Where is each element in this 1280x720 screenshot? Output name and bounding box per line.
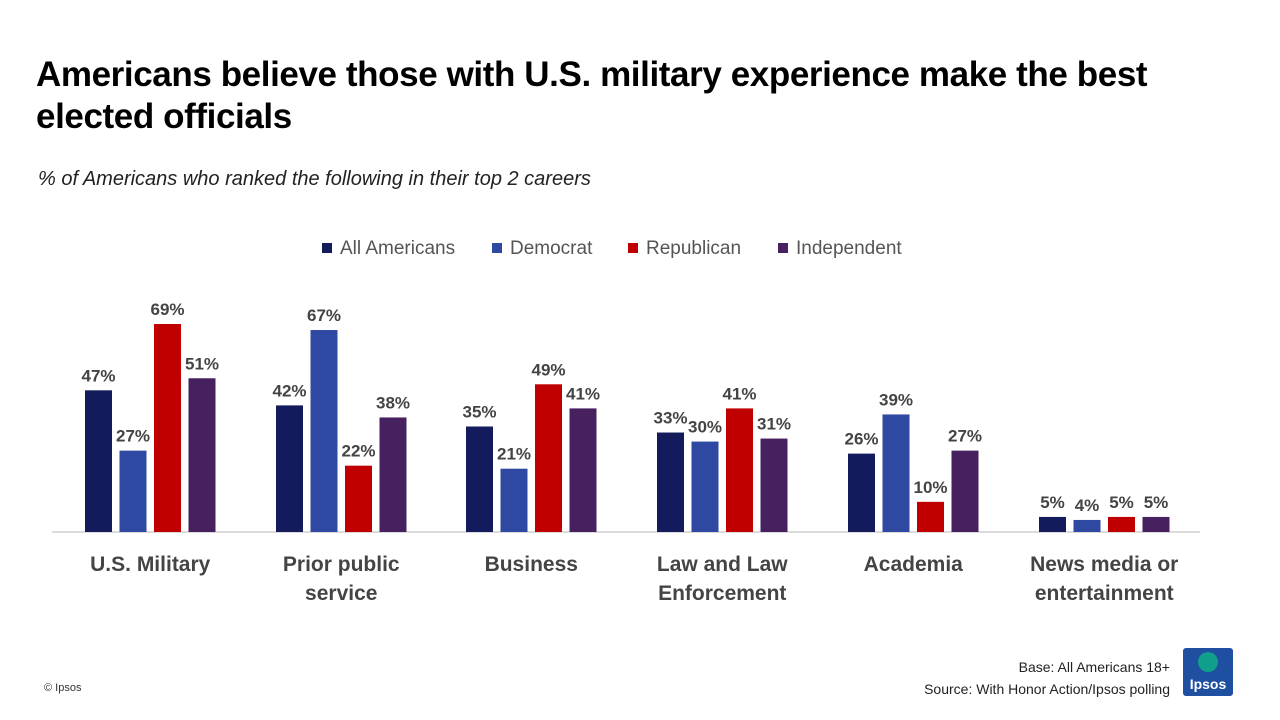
- data-label: 27%: [116, 427, 150, 446]
- data-label: 42%: [272, 381, 306, 400]
- data-label: 26%: [844, 430, 878, 449]
- category-label-line: Law and Law: [657, 553, 788, 576]
- data-label: 5%: [1040, 493, 1065, 512]
- bar: [569, 408, 597, 532]
- bar: [657, 432, 684, 532]
- bar: [379, 417, 407, 532]
- data-label: 35%: [462, 402, 496, 421]
- bar: [1039, 516, 1066, 532]
- data-label: 21%: [497, 445, 531, 464]
- bar: [119, 450, 147, 532]
- bar: [760, 438, 788, 532]
- legend-label: Independent: [796, 238, 902, 259]
- legend-swatch: [322, 243, 332, 253]
- data-label: 69%: [150, 300, 184, 319]
- chart-title: Americans believe those with U.S. milita…: [36, 55, 1148, 136]
- copyright-note: © Ipsos: [44, 682, 82, 694]
- category-label: Business: [485, 553, 578, 576]
- data-label: 4%: [1075, 496, 1100, 515]
- bar: [154, 324, 181, 532]
- category-label-line: News media or: [1030, 553, 1178, 576]
- category-label: News media or entertainment: [1030, 553, 1178, 605]
- category-label-line: Academia: [864, 553, 964, 576]
- data-label: 5%: [1109, 493, 1134, 512]
- legend-label: Republican: [646, 238, 741, 259]
- category-label-line: Business: [485, 553, 578, 576]
- data-label: 10%: [913, 478, 947, 497]
- bar: [917, 501, 944, 532]
- category-label: U.S. Military: [90, 553, 211, 576]
- category-label-line: service: [305, 582, 377, 605]
- chart-subtitle: % of Americans who ranked the following …: [38, 168, 591, 190]
- bar: [466, 426, 493, 532]
- data-label: 30%: [688, 418, 722, 437]
- category-label-line: Enforcement: [658, 582, 786, 605]
- ipsos-logo: Ipsos: [1183, 648, 1233, 696]
- base-note: Base: All Americans 18+: [1018, 659, 1170, 675]
- category-label-line: Prior public: [283, 553, 400, 576]
- data-label: 5%: [1144, 493, 1169, 512]
- bar: [85, 390, 112, 532]
- category-label: Law and Law Enforcement: [657, 553, 788, 605]
- data-label: 41%: [566, 384, 600, 403]
- legend-swatch: [628, 243, 638, 253]
- category-label-line: U.S. Military: [90, 553, 211, 576]
- legend-swatch: [492, 243, 502, 253]
- bar: [1073, 519, 1101, 532]
- legend-swatch: [778, 243, 788, 253]
- data-label: 67%: [307, 306, 341, 325]
- bar: [951, 450, 979, 532]
- logo-text: Ipsos: [1189, 676, 1227, 692]
- data-label: 49%: [531, 360, 565, 379]
- data-label: 27%: [948, 427, 982, 446]
- bar: [848, 453, 875, 532]
- bar: [882, 414, 910, 532]
- category-label: Prior public service: [283, 553, 400, 605]
- legend-label: Democrat: [510, 238, 593, 259]
- data-label: 22%: [341, 442, 375, 461]
- bar: [691, 441, 719, 532]
- data-label: 33%: [653, 409, 687, 428]
- bar: [726, 408, 753, 532]
- bar: [1142, 516, 1170, 532]
- bar: [188, 378, 216, 532]
- bar: [500, 468, 528, 532]
- bar: [1108, 516, 1135, 532]
- source-notes: Base: All Americans 18+ Source: With Hon…: [924, 656, 1170, 700]
- data-label: 41%: [722, 384, 756, 403]
- data-label: 31%: [757, 415, 791, 434]
- data-label: 39%: [879, 390, 913, 409]
- data-label: 47%: [81, 366, 115, 385]
- bar: [535, 384, 562, 532]
- legend-label: All Americans: [340, 238, 455, 259]
- data-label: 38%: [376, 393, 410, 412]
- bar: [310, 330, 338, 532]
- category-label-line: entertainment: [1035, 582, 1174, 605]
- bar: [276, 405, 303, 532]
- data-label: 51%: [185, 354, 219, 373]
- category-label: Academia: [864, 553, 964, 576]
- source-note: Source: With Honor Action/Ipsos polling: [924, 681, 1170, 697]
- logo-mark-icon: [1198, 652, 1218, 672]
- bar: [345, 465, 372, 532]
